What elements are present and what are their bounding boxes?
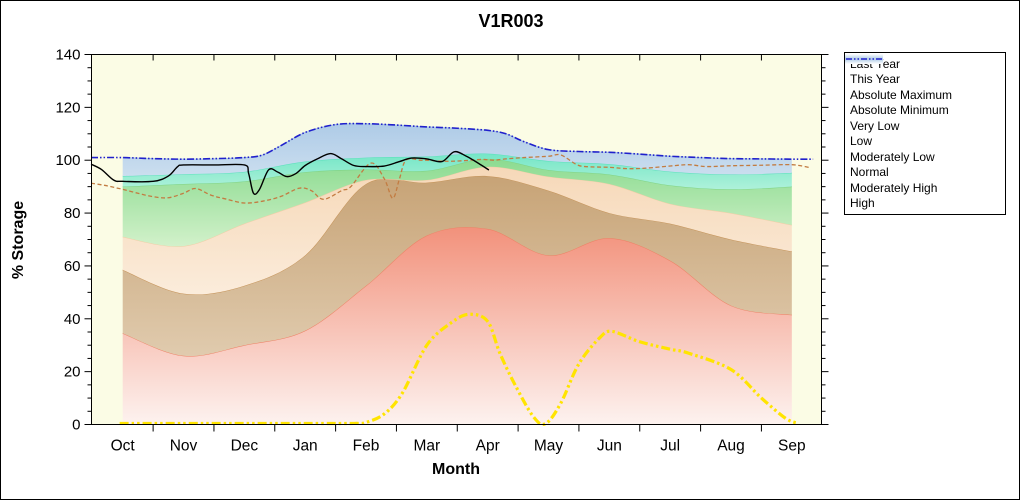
y-tick-label: 60 bbox=[64, 258, 81, 275]
x-axis-title: Month bbox=[432, 461, 480, 478]
line-absolute-maximum bbox=[91, 122, 814, 160]
y-tick-label: 40 bbox=[64, 311, 81, 328]
legend-item-normal: Normal bbox=[845, 54, 1005, 180]
x-tick-label-may: May bbox=[534, 438, 564, 455]
band-moderately-high bbox=[122, 153, 792, 190]
x-tick-label-oct: Oct bbox=[111, 438, 136, 455]
legend-item-this-year: This Year bbox=[846, 58, 1005, 87]
x-tick-label-dec: Dec bbox=[231, 438, 259, 455]
legend-item-label: Normal bbox=[850, 165, 889, 180]
legend-item-label: Low bbox=[850, 134, 873, 149]
legend-item-label: High bbox=[850, 196, 875, 211]
x-tick-label-mar: Mar bbox=[413, 438, 440, 455]
legend-item-label: Absolute Minimum bbox=[850, 103, 949, 118]
legend-item-label: This Year bbox=[850, 72, 901, 87]
y-tick-label: 20 bbox=[64, 364, 81, 381]
band-moderately-low bbox=[122, 166, 792, 295]
legend-item-label: Moderately High bbox=[850, 180, 938, 195]
y-tick-label: 140 bbox=[55, 47, 80, 64]
legend-item-low: Low bbox=[845, 54, 1005, 149]
line-this-year bbox=[90, 150, 490, 195]
line-last-year bbox=[90, 153, 811, 204]
y-tick-label: 100 bbox=[55, 152, 80, 169]
x-tick-label-feb: Feb bbox=[353, 438, 380, 455]
legend-item-label: Absolute Maximum bbox=[850, 87, 953, 102]
legend-swatch-high bbox=[845, 54, 883, 64]
x-tick-label-sep: Sep bbox=[778, 438, 806, 455]
x-tick-label-jan: Jan bbox=[293, 438, 318, 455]
legend-item-moderately-low: Moderately Low bbox=[845, 54, 1005, 164]
legend-item-high: High bbox=[845, 54, 1005, 211]
band-edge-very-low bbox=[122, 226, 792, 357]
band-normal bbox=[122, 158, 792, 247]
legend-item-label: Moderately Low bbox=[850, 149, 935, 164]
y-tick-label: 120 bbox=[55, 99, 80, 116]
legend-item-moderately-high: Moderately High bbox=[845, 54, 1005, 195]
band-high bbox=[122, 123, 792, 177]
band-very-low bbox=[122, 227, 792, 424]
x-tick-label-jul: Jul bbox=[660, 438, 680, 455]
legend-item-label: Very Low bbox=[850, 118, 900, 133]
x-tick-label-aug: Aug bbox=[717, 438, 745, 455]
legend-item-absolute-maximum: Absolute Maximum bbox=[846, 58, 1005, 102]
y-tick-label: 80 bbox=[64, 205, 81, 222]
legend-item-very-low: Very Low bbox=[845, 54, 1005, 133]
y-tick-label: 0 bbox=[72, 417, 80, 434]
x-tick-label-jun: Jun bbox=[597, 438, 622, 455]
line-absolute-minimum bbox=[119, 312, 799, 427]
x-tick-label-apr: Apr bbox=[476, 438, 500, 455]
band-low bbox=[122, 175, 792, 357]
chart-title: V1R003 bbox=[478, 11, 544, 31]
legend-item-absolute-minimum: Absolute Minimum bbox=[846, 57, 1005, 118]
x-tick-label-nov: Nov bbox=[170, 438, 198, 455]
